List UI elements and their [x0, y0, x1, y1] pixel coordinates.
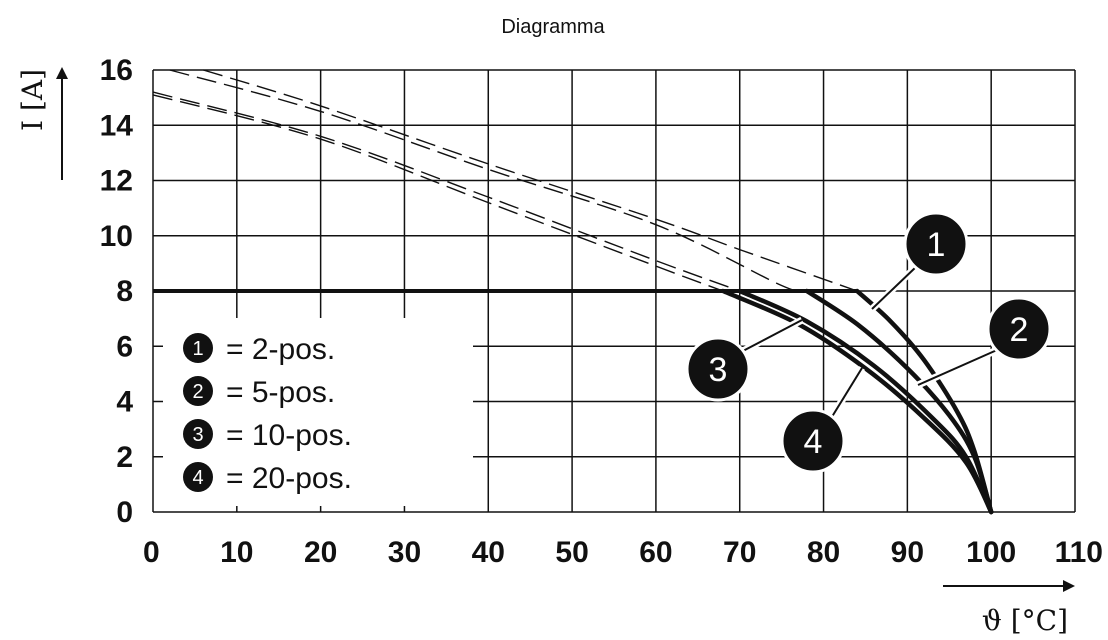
y-tick-label-12: 12 — [100, 165, 133, 198]
curve-marker-1: 1 — [869, 211, 969, 312]
curve-marker-3: 3 — [685, 316, 804, 402]
legend-label-2: = 5-pos. — [226, 376, 335, 409]
x-tick-label-40: 40 — [472, 536, 505, 569]
curve-marker-4: 4 — [780, 366, 865, 474]
y-tick-label-10: 10 — [100, 220, 133, 253]
dashed-extension-series-3 — [152, 91, 740, 292]
x-tick-label-70: 70 — [723, 536, 756, 569]
curve-marker-circle-4 — [780, 408, 846, 474]
legend-label-4: = 20-pos. — [226, 462, 352, 495]
dashed-extension-series-4 — [152, 94, 724, 292]
y-tick-label-0: 0 — [116, 496, 133, 529]
legend-background — [163, 318, 473, 506]
legend-label-3: = 10-pos. — [226, 419, 352, 452]
dashed-extension-series-2 — [169, 69, 807, 293]
legend-marker-3 — [183, 419, 213, 449]
curve-marker-number-2: 2 — [1010, 311, 1029, 349]
legend-marker-4 — [183, 462, 213, 492]
x-tick-label-50: 50 — [555, 536, 588, 569]
x-tick-label-110: 110 — [1055, 536, 1103, 569]
dashed-extension-lines — [152, 69, 858, 293]
legend-marker-number-1: 1 — [192, 338, 203, 360]
y-tick-label-4: 4 — [116, 386, 133, 419]
y-tick-label-16: 16 — [100, 54, 133, 87]
y-tick-label-6: 6 — [116, 330, 133, 363]
legend-item-4: 4 = 20-pos. — [183, 462, 352, 495]
x-tick-label-20: 20 — [304, 536, 337, 569]
y-tick-label-2: 2 — [116, 441, 133, 474]
y-axis-label: I [A] — [16, 69, 49, 131]
legend-marker-number-3: 3 — [192, 424, 203, 446]
curve-marker-circle-1 — [903, 211, 969, 277]
legend-item-1: 1 = 2-pos. — [183, 333, 335, 366]
curve-marker-number-1: 1 — [927, 226, 946, 264]
curve-marker-number-4: 4 — [804, 423, 823, 461]
x-axis-label: ϑ [°C] — [982, 604, 1068, 637]
x-tick-label-60: 60 — [639, 536, 672, 569]
legend-marker-2 — [183, 376, 213, 406]
legend-item-3: 3 = 10-pos. — [183, 419, 352, 452]
legend-label-1: = 2-pos. — [226, 333, 335, 366]
x-tick-label-0: 0 — [143, 536, 160, 569]
curve-marker-leader-2 — [917, 349, 998, 386]
curve-markers: 1 2 3 4 — [685, 211, 1052, 474]
legend-item-2: 2 = 5-pos. — [183, 376, 335, 409]
curve-marker-circle-2 — [986, 296, 1052, 362]
x-tick-label-80: 80 — [807, 536, 840, 569]
curve-marker-number-3: 3 — [709, 351, 728, 389]
curve-marker-leader-1 — [871, 265, 918, 310]
curve-marker-circle-3 — [685, 336, 751, 402]
solid-curve-series-3 — [737, 288, 994, 515]
legend-marker-number-2: 2 — [192, 381, 203, 403]
legend-marker-1 — [183, 333, 213, 363]
curve-marker-leader-4 — [829, 367, 863, 421]
curve-marker-2: 2 — [916, 296, 1052, 389]
x-tick-label-100: 100 — [966, 536, 1016, 569]
curve-marker-leader-3 — [740, 319, 803, 353]
solid-curve-series-4 — [720, 288, 994, 515]
legend: 1 = 2-pos. 2 = 5-pos. 3 = 10-pos. 4 = 20-pos. — [163, 318, 473, 506]
dashed-extension-series-1 — [203, 69, 858, 292]
x-tick-label-10: 10 — [220, 536, 253, 569]
solid-curves — [720, 288, 994, 515]
legend-marker-number-4: 4 — [192, 467, 203, 489]
chart-title: Diagramma — [501, 16, 605, 38]
solid-curve-series-2 — [804, 288, 994, 515]
x-tick-label-30: 30 — [388, 536, 421, 569]
y-tick-label-14: 14 — [100, 109, 134, 142]
y-tick-label-8: 8 — [116, 275, 133, 308]
x-tick-label-90: 90 — [891, 536, 924, 569]
